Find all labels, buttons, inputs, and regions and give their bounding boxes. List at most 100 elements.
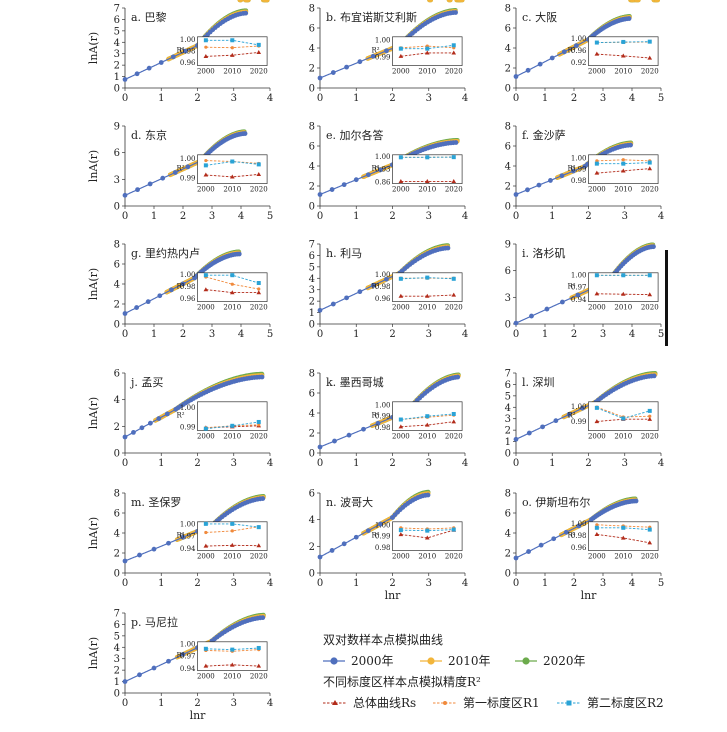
data-point-2000 bbox=[146, 65, 152, 71]
x-tick-label: 3 bbox=[426, 93, 432, 104]
y-tick-label: 3 bbox=[505, 293, 511, 304]
inset-marker-r1 bbox=[230, 46, 234, 50]
inset-y-tick-label: 0.99 bbox=[375, 413, 391, 421]
panel-title: j. 孟买 bbox=[129, 376, 163, 389]
inset-marker-rs bbox=[256, 49, 262, 54]
inset-marker-r2 bbox=[594, 405, 599, 410]
inset-y-tick-label: 0.97 bbox=[180, 533, 196, 541]
y-tick-label: 7 bbox=[114, 4, 120, 15]
inset-x-tick-label: 2000 bbox=[392, 186, 410, 194]
inset-axis-label: R² bbox=[567, 165, 575, 173]
data-point-2000 bbox=[633, 498, 639, 504]
inset-marker-rs bbox=[594, 170, 600, 175]
data-point-2010 bbox=[636, 0, 641, 3]
inset-marker-r2 bbox=[425, 414, 430, 419]
data-point-2000 bbox=[172, 170, 178, 175]
inset-line-rs bbox=[400, 529, 454, 539]
x-tick-label: 5 bbox=[267, 329, 273, 340]
y-tick-label: 8 bbox=[505, 122, 511, 133]
y-tick-label: 0 bbox=[114, 320, 120, 331]
inset-marker-r2 bbox=[451, 411, 456, 416]
panel-title: k. 墨西哥城 bbox=[326, 376, 384, 389]
y-tick-label: 4 bbox=[505, 403, 511, 414]
y-tick-label: 4 bbox=[309, 274, 315, 285]
x-tick-label: 1 bbox=[353, 458, 359, 469]
data-point-2000 bbox=[160, 175, 166, 181]
inset-x-tick-label: 2010 bbox=[223, 553, 241, 561]
data-point-2000 bbox=[536, 182, 542, 188]
inset-marker-rs bbox=[647, 55, 653, 60]
inset-y-tick-label: 1.00 bbox=[375, 522, 391, 530]
legend-marker-1 bbox=[427, 657, 435, 665]
inset-marker-r2 bbox=[203, 273, 208, 278]
x-tick-label: 1 bbox=[353, 578, 359, 589]
data-point-2000 bbox=[548, 178, 553, 183]
inset-marker-r1 bbox=[257, 287, 261, 291]
x-tick-label: 5 bbox=[658, 578, 664, 589]
inset-marker-r2 bbox=[230, 273, 235, 278]
y-tick-label: 1 bbox=[114, 677, 120, 688]
y-axis-title: lnA(r) bbox=[87, 637, 100, 669]
inset-x-tick-label: 2020 bbox=[250, 673, 268, 681]
inset-x-tick-label: 2010 bbox=[418, 186, 436, 194]
data-point-2000 bbox=[526, 549, 531, 554]
y-tick-label: 0 bbox=[114, 569, 120, 580]
inset-marker-r2 bbox=[621, 161, 626, 166]
data-point-2000 bbox=[137, 672, 142, 678]
y-tick-label: 6 bbox=[114, 369, 120, 380]
data-point-2000 bbox=[357, 289, 363, 295]
data-point-2000 bbox=[260, 615, 266, 621]
data-point-2000 bbox=[384, 48, 389, 54]
data-point-2000 bbox=[170, 54, 176, 60]
inset-x-tick-label: 2000 bbox=[392, 433, 410, 441]
x-tick-label: 3 bbox=[231, 698, 237, 709]
y-tick-label: 8 bbox=[114, 489, 120, 500]
inset-x-tick-label: 2010 bbox=[614, 186, 632, 194]
inset-marker-r2 bbox=[594, 525, 599, 530]
inset-marker-rs bbox=[256, 663, 262, 668]
data-point-2000 bbox=[537, 61, 543, 67]
data-point-2000 bbox=[147, 420, 153, 426]
y-tick-label: 0 bbox=[114, 84, 120, 95]
x-tick-label: 2 bbox=[389, 93, 395, 104]
x-tick-label: 4 bbox=[462, 329, 468, 340]
y-tick-label: 7 bbox=[114, 609, 120, 620]
y-tick-label: 2 bbox=[505, 426, 511, 437]
inset-marker-rs bbox=[203, 543, 209, 548]
inset-marker-rs bbox=[451, 50, 457, 55]
data-point-2000 bbox=[151, 546, 157, 552]
inset-line-r1 bbox=[205, 276, 259, 290]
x-tick-label: 4 bbox=[658, 211, 664, 222]
y-tick-label: 3 bbox=[114, 654, 120, 665]
inset-axis-label: R² bbox=[371, 412, 379, 420]
inset-x-tick-label: 2000 bbox=[392, 68, 410, 76]
inset-x-tick-label: 2000 bbox=[197, 433, 215, 441]
inset-marker-r2 bbox=[256, 645, 261, 650]
x-tick-label: 3 bbox=[209, 329, 215, 340]
data-point-2000 bbox=[329, 187, 335, 192]
inset-x-tick-label: 2010 bbox=[223, 186, 241, 194]
inset-marker-r2 bbox=[647, 39, 652, 44]
x-tick-label: 5 bbox=[658, 329, 664, 340]
inset-marker-rs bbox=[256, 290, 262, 295]
data-point-2000 bbox=[361, 426, 366, 432]
y-axis-title: lnA(r) bbox=[87, 397, 100, 429]
inset-axis-label: R² bbox=[371, 165, 379, 173]
inset-marker-rs bbox=[451, 419, 457, 424]
inset-marker-r2 bbox=[398, 417, 403, 422]
panel-title: b. 布宜诺斯艾利斯 bbox=[326, 10, 417, 24]
x-tick-label: 4 bbox=[629, 329, 635, 340]
x-tick-label: 1 bbox=[158, 458, 164, 469]
inset-x-tick-label: 2020 bbox=[250, 304, 268, 312]
data-point-2000 bbox=[651, 373, 657, 379]
y-tick-label: 4 bbox=[309, 409, 315, 420]
inset-y-tick-label: 1.00 bbox=[180, 155, 196, 163]
data-point-2000 bbox=[559, 173, 565, 179]
inset-marker-r2 bbox=[256, 525, 261, 530]
inset-x-tick-label: 2020 bbox=[445, 304, 463, 312]
inset-y-tick-label: 0.92 bbox=[571, 59, 587, 67]
inset-marker-rs bbox=[647, 166, 653, 171]
